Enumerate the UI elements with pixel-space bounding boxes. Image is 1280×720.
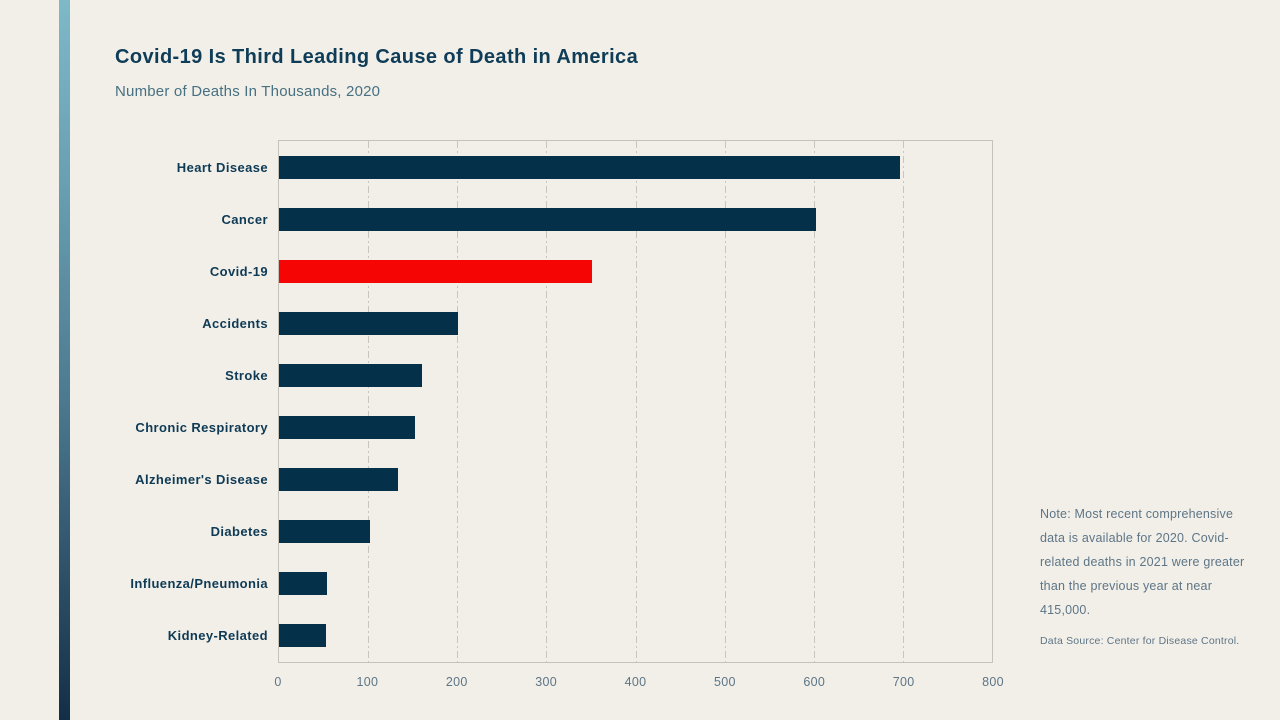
bar-cancer [279, 207, 816, 231]
gridline-200 [457, 141, 459, 662]
gridline-700 [902, 141, 904, 662]
note-text: Note: Most recent comprehensive data is … [1040, 507, 1245, 617]
category-label: Accidents [202, 315, 268, 331]
chart-header: Covid-19 Is Third Leading Cause of Death… [115, 46, 638, 100]
bar-row: Accidents [202, 297, 992, 349]
bar-kidney-related [279, 624, 327, 648]
x-tick-label: 0 [274, 675, 282, 689]
bar-row: Chronic Respiratory [135, 401, 992, 453]
bar-alzheimer-s-disease [279, 468, 399, 492]
bar-row: Kidney-Related [168, 610, 992, 662]
data-source: Data Source: Center for Disease Control. [1040, 635, 1240, 647]
bar-heart-disease [279, 155, 901, 179]
gridline-600 [813, 141, 815, 662]
gridline-100 [368, 141, 370, 662]
x-tick-label: 400 [624, 675, 647, 689]
bar-row: Influenza/Pneumonia [130, 558, 992, 610]
category-label: Influenza/Pneumonia [130, 576, 268, 592]
x-axis: 0 100 200 300 400 500 600 700 800 [274, 664, 1003, 694]
category-label: Covid-19 [209, 263, 268, 279]
chart-title: Covid-19 Is Third Leading Cause of Death… [115, 46, 639, 68]
x-tick-label: 200 [445, 675, 468, 689]
bar-stroke [279, 363, 422, 387]
gridline-500 [724, 141, 726, 662]
category-label: Cancer [221, 211, 268, 227]
bar-row: Diabetes [211, 506, 992, 558]
bar-row: Cancer [222, 193, 992, 245]
category-label: Stroke [225, 367, 268, 383]
x-tick-label: 600 [803, 675, 826, 689]
gridline-300 [546, 141, 548, 662]
bar-row: Alzheimer's Disease [135, 454, 992, 506]
chart-subtitle: Number of Deaths In Thousands, 2020 [115, 83, 381, 100]
category-label: Heart Disease [176, 159, 268, 175]
x-tick-label: 100 [356, 675, 379, 689]
category-label: Diabetes [210, 524, 268, 540]
bar-chronic-respiratory [279, 416, 416, 440]
bar-row: Heart Disease [177, 141, 992, 193]
bar-influenza-pneumonia [279, 572, 328, 596]
bar-diabetes [279, 520, 370, 544]
category-label: Chronic Respiratory [135, 420, 268, 436]
x-tick-label: 700 [892, 675, 915, 689]
bar-covid-19 [279, 259, 592, 283]
x-tick-label: 500 [713, 675, 736, 689]
bar-row: Covid-19 [210, 245, 992, 297]
bar-row: Stroke [225, 349, 992, 401]
x-tick-label: 300 [535, 675, 558, 689]
category-label: Alzheimer's Disease [135, 472, 268, 488]
note-block: Note: Most recent comprehensive data is … [1040, 502, 1248, 647]
plot-area: Heart Disease Cancer Covid-19 Accidents Stro… [130, 140, 993, 663]
gridline-400 [635, 141, 637, 662]
category-label: Kidney-Related [167, 628, 268, 644]
left-accent-stripe [59, 0, 70, 720]
x-tick-label: 800 [982, 675, 1004, 689]
bar-accidents [279, 311, 459, 335]
